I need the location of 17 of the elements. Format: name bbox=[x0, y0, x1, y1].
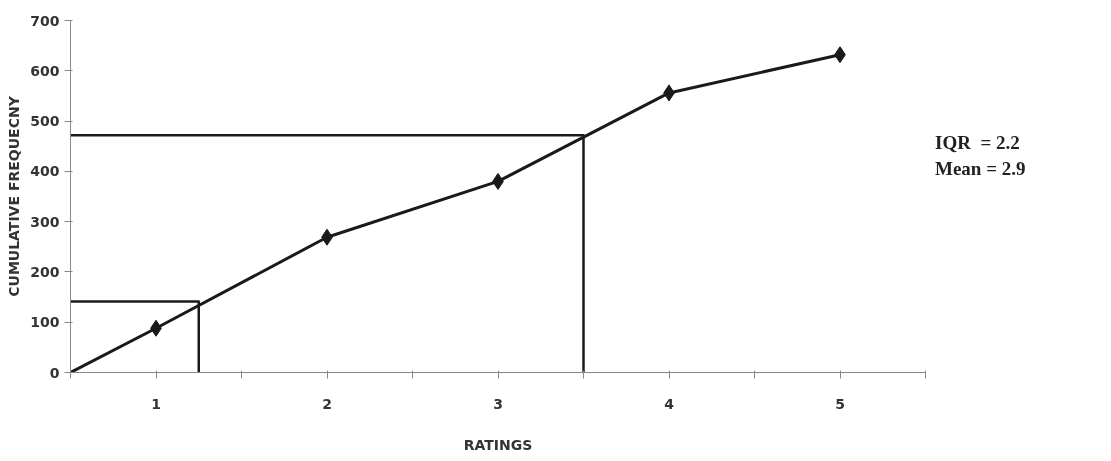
y-tick-label: 300 bbox=[30, 213, 60, 230]
text: IQR = 2.2 bbox=[935, 131, 1021, 155]
x-tick-label: 4 bbox=[664, 395, 675, 412]
y-axis-title: CUMULATIVE FREQUECNY bbox=[6, 95, 23, 297]
x-tick-label: 2 bbox=[322, 395, 332, 412]
y-tick-label: 700 bbox=[30, 12, 60, 29]
y-tick-label: 600 bbox=[30, 62, 60, 79]
x-tick-label: 5 bbox=[835, 395, 845, 412]
y-tick-label: 200 bbox=[30, 263, 60, 280]
y-tick-label: 400 bbox=[30, 163, 60, 180]
x-tick-label: 1 bbox=[151, 395, 161, 412]
x-tick-label: 3 bbox=[493, 395, 503, 412]
x-axis-title: RATINGS bbox=[463, 436, 533, 453]
y-tick-label: 0 bbox=[49, 364, 60, 381]
y-tick-label: 500 bbox=[30, 113, 60, 130]
text: Mean = 2.9 bbox=[935, 156, 1026, 181]
y-tick-label: 100 bbox=[30, 314, 60, 331]
